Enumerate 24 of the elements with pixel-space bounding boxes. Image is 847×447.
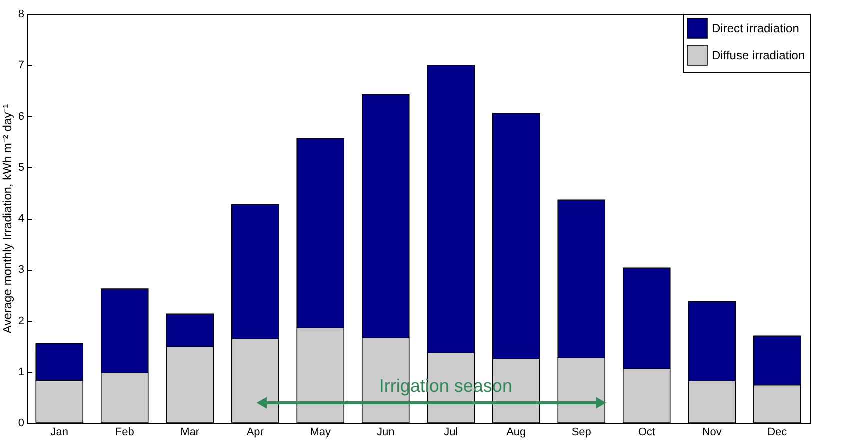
x-tick-label: Mar	[180, 426, 200, 438]
y-tick-label: 1	[18, 366, 24, 378]
y-tick-label: 3	[18, 264, 24, 276]
x-tick-label: Feb	[115, 426, 134, 438]
y-tick-label: 5	[18, 162, 24, 174]
x-tick-label: Apr	[246, 426, 264, 438]
x-tick-label: Jun	[377, 426, 395, 438]
x-tick-label: Sep	[572, 426, 592, 438]
y-tick-label: 2	[18, 315, 24, 328]
x-tick-label: Jul	[444, 426, 458, 438]
x-tick-label: Dec	[768, 426, 788, 438]
legend-label: Diffuse irradiation	[712, 48, 806, 62]
y-tick-label: 8	[18, 8, 24, 20]
x-tick-label: Oct	[638, 426, 656, 438]
legend-label: Direct irradiation	[712, 22, 800, 36]
y-tick-label: 4	[18, 213, 24, 225]
x-tick-label: Nov	[702, 426, 722, 438]
x-tick-label: May	[310, 426, 332, 438]
y-axis-title: Average monthly Irradiation, kWh m⁻² day⁻¹	[0, 104, 14, 334]
y-tick-label: 0	[18, 418, 24, 430]
y-tick-label: 6	[18, 110, 24, 123]
x-tick-label: Aug	[506, 426, 526, 438]
y-tick-label: 7	[18, 60, 24, 72]
x-tick-label: Jan	[50, 426, 68, 438]
